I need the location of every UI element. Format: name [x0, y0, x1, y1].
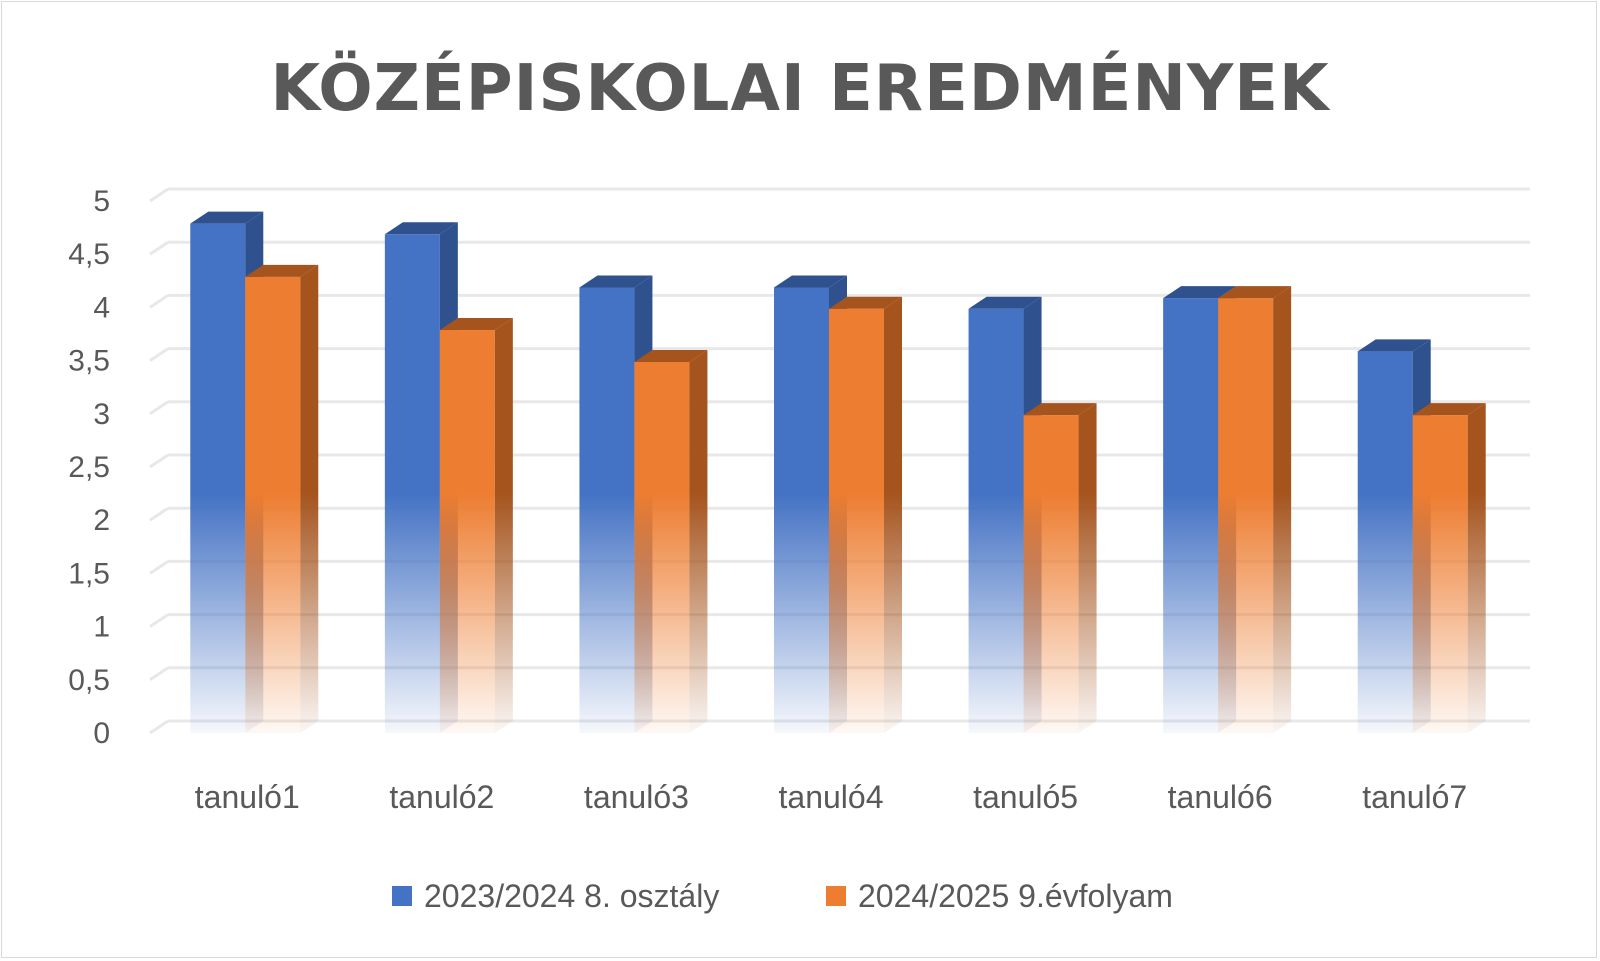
- gridline-depth: [149, 560, 169, 575]
- bar-top: [1163, 286, 1237, 299]
- x-tick-label: tanuló7: [1362, 779, 1467, 815]
- gridline-depth: [149, 240, 169, 256]
- bar-top: [634, 349, 708, 362]
- bar-top: [439, 318, 513, 331]
- bar-tanuló6-series2: [1218, 286, 1292, 733]
- bar-top: [245, 264, 319, 277]
- bar-side: [689, 349, 708, 733]
- bar-front: [439, 330, 495, 733]
- bar-top: [190, 211, 264, 224]
- gridline-depth: [149, 453, 169, 469]
- bar-front: [634, 361, 690, 733]
- bar-front: [1412, 415, 1468, 733]
- bar-front: [579, 287, 635, 733]
- x-tick-label: tanuló5: [973, 779, 1078, 815]
- bar-top: [774, 275, 847, 288]
- legend-swatch: [826, 886, 846, 906]
- y-tick-label: 1,5: [68, 557, 110, 590]
- bar-front: [968, 308, 1024, 733]
- y-tick-label: 2: [93, 504, 110, 537]
- legend-label: 2024/2025 9.évfolyam: [858, 878, 1173, 914]
- legend-item-1: 2023/2024 8. osztály: [392, 878, 719, 914]
- gridline-depth: [149, 506, 169, 522]
- bar-tanuló4-series2: [829, 296, 902, 733]
- gridline-depth: [149, 719, 169, 735]
- bar-side: [1273, 286, 1292, 733]
- bar-tanuló2-series2: [439, 318, 513, 733]
- legend-swatch: [392, 886, 412, 906]
- bar-tanuló1-series2: [245, 264, 319, 733]
- gridline-depth: [149, 187, 169, 203]
- bar-tanuló7-series2: [1412, 403, 1486, 733]
- legend-label: 2023/2024 8. osztály: [424, 878, 719, 914]
- bar-front: [1023, 415, 1079, 733]
- gridline-depth: [149, 666, 169, 682]
- y-tick-label: 0: [93, 717, 110, 750]
- bar-top: [968, 296, 1042, 309]
- bar-front: [1218, 298, 1274, 733]
- y-tick-label: 5: [93, 185, 110, 218]
- bar-tanuló3-series2: [634, 349, 708, 733]
- y-tick-label: 1: [93, 611, 110, 644]
- y-tick-label: 3: [93, 398, 110, 431]
- x-tick-label: tanuló1: [195, 779, 300, 815]
- bar-top: [829, 296, 902, 309]
- y-tick-label: 2,5: [68, 451, 110, 484]
- y-tick-label: 3,5: [68, 345, 110, 378]
- bar-top: [1218, 286, 1292, 299]
- y-tick-label: 0,5: [68, 664, 110, 697]
- bar-side: [300, 264, 319, 733]
- bar-side: [494, 318, 513, 733]
- bar-front: [829, 308, 884, 733]
- x-tick-label: tanuló2: [389, 779, 494, 815]
- bar-front: [774, 287, 829, 733]
- bar-front: [1357, 351, 1413, 733]
- y-tick-label: 4,5: [68, 238, 110, 271]
- bar-front: [384, 234, 440, 733]
- bar-top: [1412, 403, 1486, 416]
- gridline-depth: [149, 294, 169, 309]
- bar-top: [384, 222, 458, 235]
- bar-top: [1023, 403, 1097, 416]
- gridline-depth: [149, 400, 169, 416]
- legend-item-2: 2024/2025 9.évfolyam: [826, 878, 1173, 914]
- bar-front: [190, 223, 246, 733]
- x-tick-label: tanuló6: [1168, 779, 1273, 815]
- bar-tanuló5-series2: [1023, 403, 1097, 733]
- bar-side: [884, 296, 902, 733]
- chart-title: KÖZÉPISKOLAI EREDMÉNYEK: [270, 50, 1330, 126]
- gridline-depth: [149, 347, 169, 362]
- x-tick-label: tanuló4: [779, 779, 884, 815]
- y-tick-label: 4: [93, 291, 110, 324]
- bar-top: [1357, 339, 1431, 352]
- bar-top: [579, 275, 653, 288]
- bar-side: [1078, 403, 1097, 733]
- bar-side: [1467, 403, 1486, 733]
- bar-front: [1163, 298, 1219, 733]
- x-tick-label: tanuló3: [584, 779, 689, 815]
- gridline-depth: [149, 613, 169, 628]
- bar-front: [245, 276, 301, 733]
